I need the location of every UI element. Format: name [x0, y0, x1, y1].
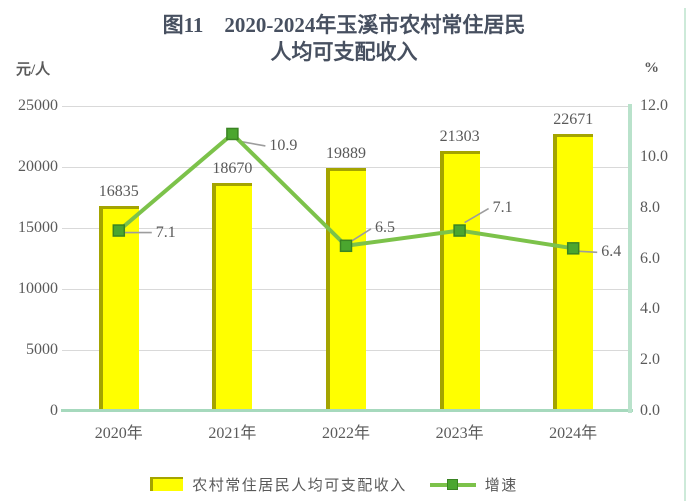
line-marker-icon	[566, 242, 580, 255]
growth-line-path	[117, 131, 574, 251]
line-value-label: 6.4	[601, 243, 622, 261]
right-axis-tick: 0.0	[640, 402, 660, 419]
page-right-border	[684, 8, 686, 501]
plot-right-border	[628, 104, 632, 413]
bar-value-label: 16835	[98, 182, 139, 200]
right-axis-tick: 12.0	[640, 97, 668, 114]
right-axis-tick: 4.0	[640, 300, 660, 318]
x-axis-label: 2022年	[321, 425, 370, 442]
legend-bar-label: 农村常住居民人均可支配收入	[192, 477, 407, 494]
chart-title-line2: 人均可支配收入	[270, 40, 418, 64]
legend: 农村常住居民人均可支配收入 增速	[0, 472, 668, 496]
leader-line	[351, 228, 372, 242]
line-marker-icon	[226, 127, 239, 141]
right-axis-tick: 6.0	[640, 249, 660, 267]
plot-area: 16835 18670 19889 21303 22671 7.1 10.9 6.5 7.1 6.…	[61, 104, 633, 413]
bar-value-label: 18670	[212, 160, 253, 178]
right-axis-tick: 8.0	[640, 198, 660, 216]
left-axis-tick: 10000	[18, 280, 58, 297]
bar-value-label: 21303	[439, 128, 480, 146]
growth-line	[112, 127, 598, 255]
x-axis-label: 2024年	[549, 425, 598, 442]
line-value-label: 6.5	[375, 218, 395, 236]
left-axis-tick: 5000	[26, 341, 58, 358]
leader-line	[464, 207, 490, 224]
right-axis-tick: 10.0	[640, 147, 668, 165]
bar-value-label: 22671	[553, 111, 594, 129]
left-axis-unit-label: 元/人	[16, 62, 51, 78]
line-value-label: 10.9	[269, 136, 298, 154]
x-axis-label: 2021年	[208, 425, 257, 442]
bar-2020年	[98, 205, 139, 411]
line-value-label: 7.1	[155, 223, 176, 241]
bar-value-label: 19889	[326, 145, 366, 163]
chart-title: 图11 2020-2024年玉溪市农村常住居民 人均可支配收入	[0, 12, 688, 66]
left-axis-tick: 0	[50, 402, 58, 419]
bar-2021年	[212, 183, 253, 411]
legend-line-label: 增速	[484, 477, 518, 494]
gridline	[62, 166, 630, 168]
legend-bar-swatch	[150, 477, 184, 491]
leader-line	[579, 250, 598, 254]
legend-line-marker-icon	[446, 478, 458, 490]
line-marker-icon	[112, 224, 126, 237]
line-value-label: 7.1	[492, 198, 513, 216]
line-marker-icon	[453, 224, 466, 237]
bar-2022年	[326, 168, 366, 411]
chart-title-line1: 图11 2020-2024年玉溪市农村常住居民	[162, 13, 526, 37]
bar-2023年	[439, 151, 480, 411]
x-axis-label: 2020年	[94, 425, 143, 442]
left-axis-tick: 20000	[18, 158, 58, 175]
gridline	[62, 105, 630, 107]
right-axis-unit-label: %	[644, 60, 659, 76]
left-axis-tick: 15000	[18, 219, 58, 236]
right-axis-tick: 2.0	[640, 351, 660, 369]
bar-2024年	[553, 134, 594, 411]
left-axis-tick: 25000	[18, 97, 58, 114]
x-axis-line	[61, 408, 633, 412]
line-marker-icon	[339, 239, 353, 253]
x-axis-label: 2023年	[435, 425, 484, 442]
legend-line-swatch	[429, 478, 476, 491]
